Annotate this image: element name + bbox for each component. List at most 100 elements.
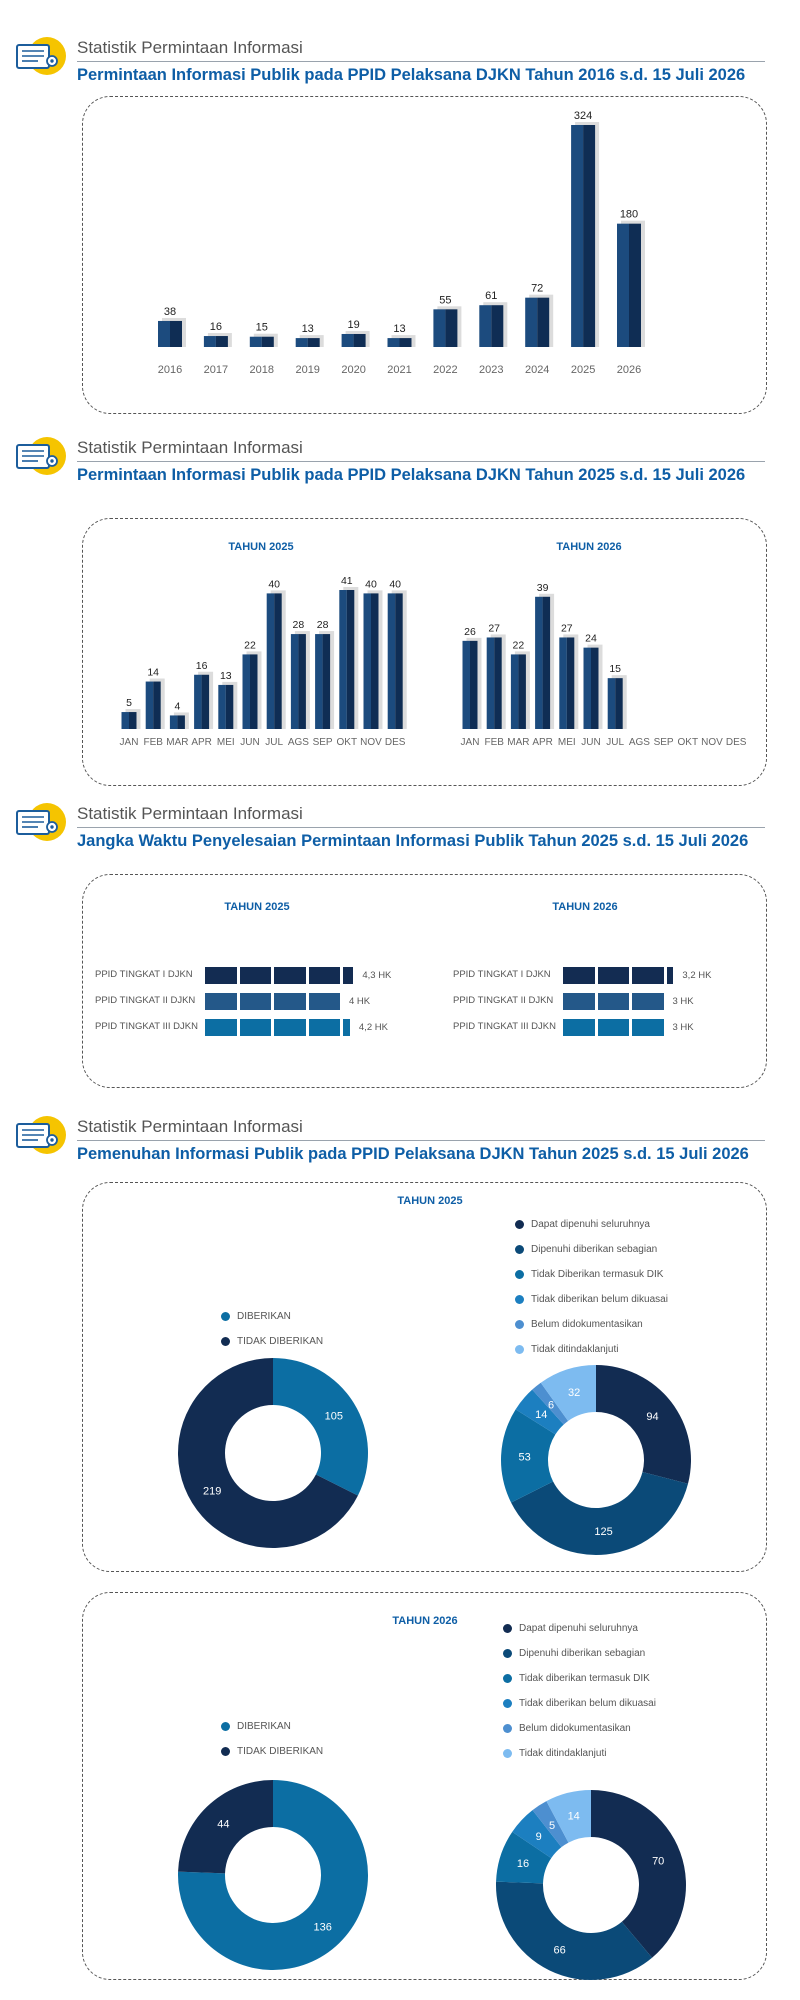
- legend-item: Dapat dipenuhi seluruhnya: [515, 1219, 650, 1230]
- bar-side: [542, 596, 551, 729]
- legend-item: Tidak diberikan belum dikuasai: [515, 1294, 668, 1305]
- bar-side: [518, 654, 526, 729]
- bar: [607, 678, 616, 729]
- bar-side: [395, 593, 403, 729]
- data-label: 27: [488, 622, 500, 634]
- chart-title-2026: TAHUN 2026: [392, 1615, 458, 1627]
- data-label: 40: [365, 578, 377, 590]
- legend-item: Belum didokumentasikan: [515, 1319, 643, 1330]
- hk-bar-segment: [343, 1019, 350, 1036]
- legend-label: Tidak Diberikan termasuk DIK: [531, 1269, 664, 1280]
- legend-item: Tidak Diberikan termasuk DIK: [515, 1269, 663, 1280]
- data-label: 28: [317, 619, 329, 631]
- section-subtitle: Statistik Permintaan Informasi: [77, 438, 303, 457]
- tick-label: 2021: [387, 364, 411, 376]
- bar-side: [399, 338, 412, 347]
- legend-swatch: [515, 1270, 524, 1279]
- bar-side: [470, 640, 478, 729]
- tick-label: 2022: [433, 364, 457, 376]
- donut-slice: [596, 1365, 692, 1484]
- legend-swatch: [515, 1220, 524, 1229]
- tick-label: OKT: [337, 737, 358, 748]
- data-label: 13: [220, 670, 232, 682]
- yearly-requests-chart: 38 2016 16 2017 15 2018 13 2019 19 2020 13 2021 55 20…: [158, 110, 645, 376]
- slice-label: 94: [646, 1411, 658, 1423]
- tick-label: MAR: [166, 737, 188, 748]
- data-label: 55: [439, 294, 451, 306]
- tick-label: NOV: [701, 737, 723, 748]
- legend-item: Dipenuhi diberikan sebagian: [515, 1244, 657, 1255]
- tick-label: JUN: [240, 737, 259, 748]
- tick-label: JUN: [581, 737, 600, 748]
- legend-swatch: [503, 1624, 512, 1633]
- donut-slice: [501, 1409, 556, 1503]
- legend-swatch: [221, 1337, 230, 1346]
- bar: [218, 684, 226, 729]
- bar-side: [298, 634, 306, 729]
- tick-label: APR: [532, 737, 553, 748]
- hk-bar-segment: [597, 1019, 629, 1036]
- hk-bar-segment: [666, 967, 674, 984]
- legend-swatch: [515, 1345, 524, 1354]
- bar-side: [177, 715, 185, 729]
- row-label: PPID TINGKAT I DJKN: [95, 969, 193, 980]
- bar-side: [353, 333, 366, 347]
- legend-label: Dapat dipenuhi seluruhnya: [519, 1623, 638, 1634]
- legend-item: TIDAK DIBERIKAN: [221, 1336, 323, 1347]
- bar: [583, 647, 591, 729]
- data-label: 38: [164, 306, 176, 318]
- legend-label: Dapat dipenuhi seluruhnya: [531, 1219, 650, 1230]
- legend-swatch: [503, 1724, 512, 1733]
- donut-slice: [511, 1471, 688, 1556]
- section-divider: [77, 461, 765, 462]
- legend-swatch: [515, 1245, 524, 1254]
- chart-title-2026: TAHUN 2026: [552, 901, 618, 913]
- bar: [249, 336, 262, 347]
- bar: [203, 336, 216, 347]
- bar: [387, 338, 400, 347]
- legend-label: Tidak ditindaklanjuti: [531, 1344, 619, 1355]
- donut-slice: [178, 1780, 368, 1970]
- legend-item: DIBERIKAN: [221, 1311, 291, 1322]
- legend-item: TIDAK DIBERIKAN: [221, 1746, 323, 1757]
- section-subtitle: Statistik Permintaan Informasi: [77, 804, 303, 823]
- bar-side: [371, 593, 379, 729]
- tick-label: JAN: [461, 737, 480, 748]
- tick-label: JUL: [606, 737, 624, 748]
- hk-bar-segment: [205, 993, 237, 1010]
- bar-side: [583, 125, 596, 347]
- slice-label: 53: [518, 1452, 530, 1464]
- data-label: 15: [256, 322, 268, 334]
- bar-side: [445, 309, 458, 347]
- legend-swatch: [221, 1747, 230, 1756]
- tick-label: 2024: [525, 364, 549, 376]
- bar: [559, 637, 567, 729]
- data-label: 26: [464, 626, 476, 638]
- bar: [486, 637, 495, 729]
- data-label: 19: [347, 319, 359, 331]
- row-label: PPID TINGKAT II DJKN: [95, 995, 196, 1006]
- fulfillment-2025-donuts: 105 219 94 125 53 146 32: [178, 1358, 692, 1556]
- bar-side: [201, 674, 210, 729]
- legend-item: Dapat dipenuhi seluruhnya: [503, 1623, 638, 1634]
- bar: [535, 596, 543, 729]
- bar: [242, 654, 250, 729]
- donut-slice: [496, 1831, 552, 1884]
- data-label: 15: [609, 663, 621, 675]
- bar-side: [537, 297, 550, 347]
- chart-title-2025: TAHUN 2025: [397, 1195, 463, 1207]
- slice-label: 70: [652, 1856, 664, 1868]
- bar-side: [322, 634, 331, 729]
- data-label: 13: [302, 323, 314, 335]
- tick-label: 2025: [571, 364, 595, 376]
- slice-label: 105: [325, 1410, 343, 1422]
- bar-side: [591, 647, 599, 729]
- slice-label: 44: [217, 1819, 229, 1831]
- row-label: PPID TINGKAT II DJKN: [453, 995, 554, 1006]
- hk-bar-segment: [563, 967, 595, 984]
- bar: [525, 297, 538, 347]
- bar: [194, 674, 202, 729]
- slice-label: 5: [549, 1820, 555, 1832]
- bar: [169, 715, 178, 729]
- hk-bar-segment: [308, 967, 340, 984]
